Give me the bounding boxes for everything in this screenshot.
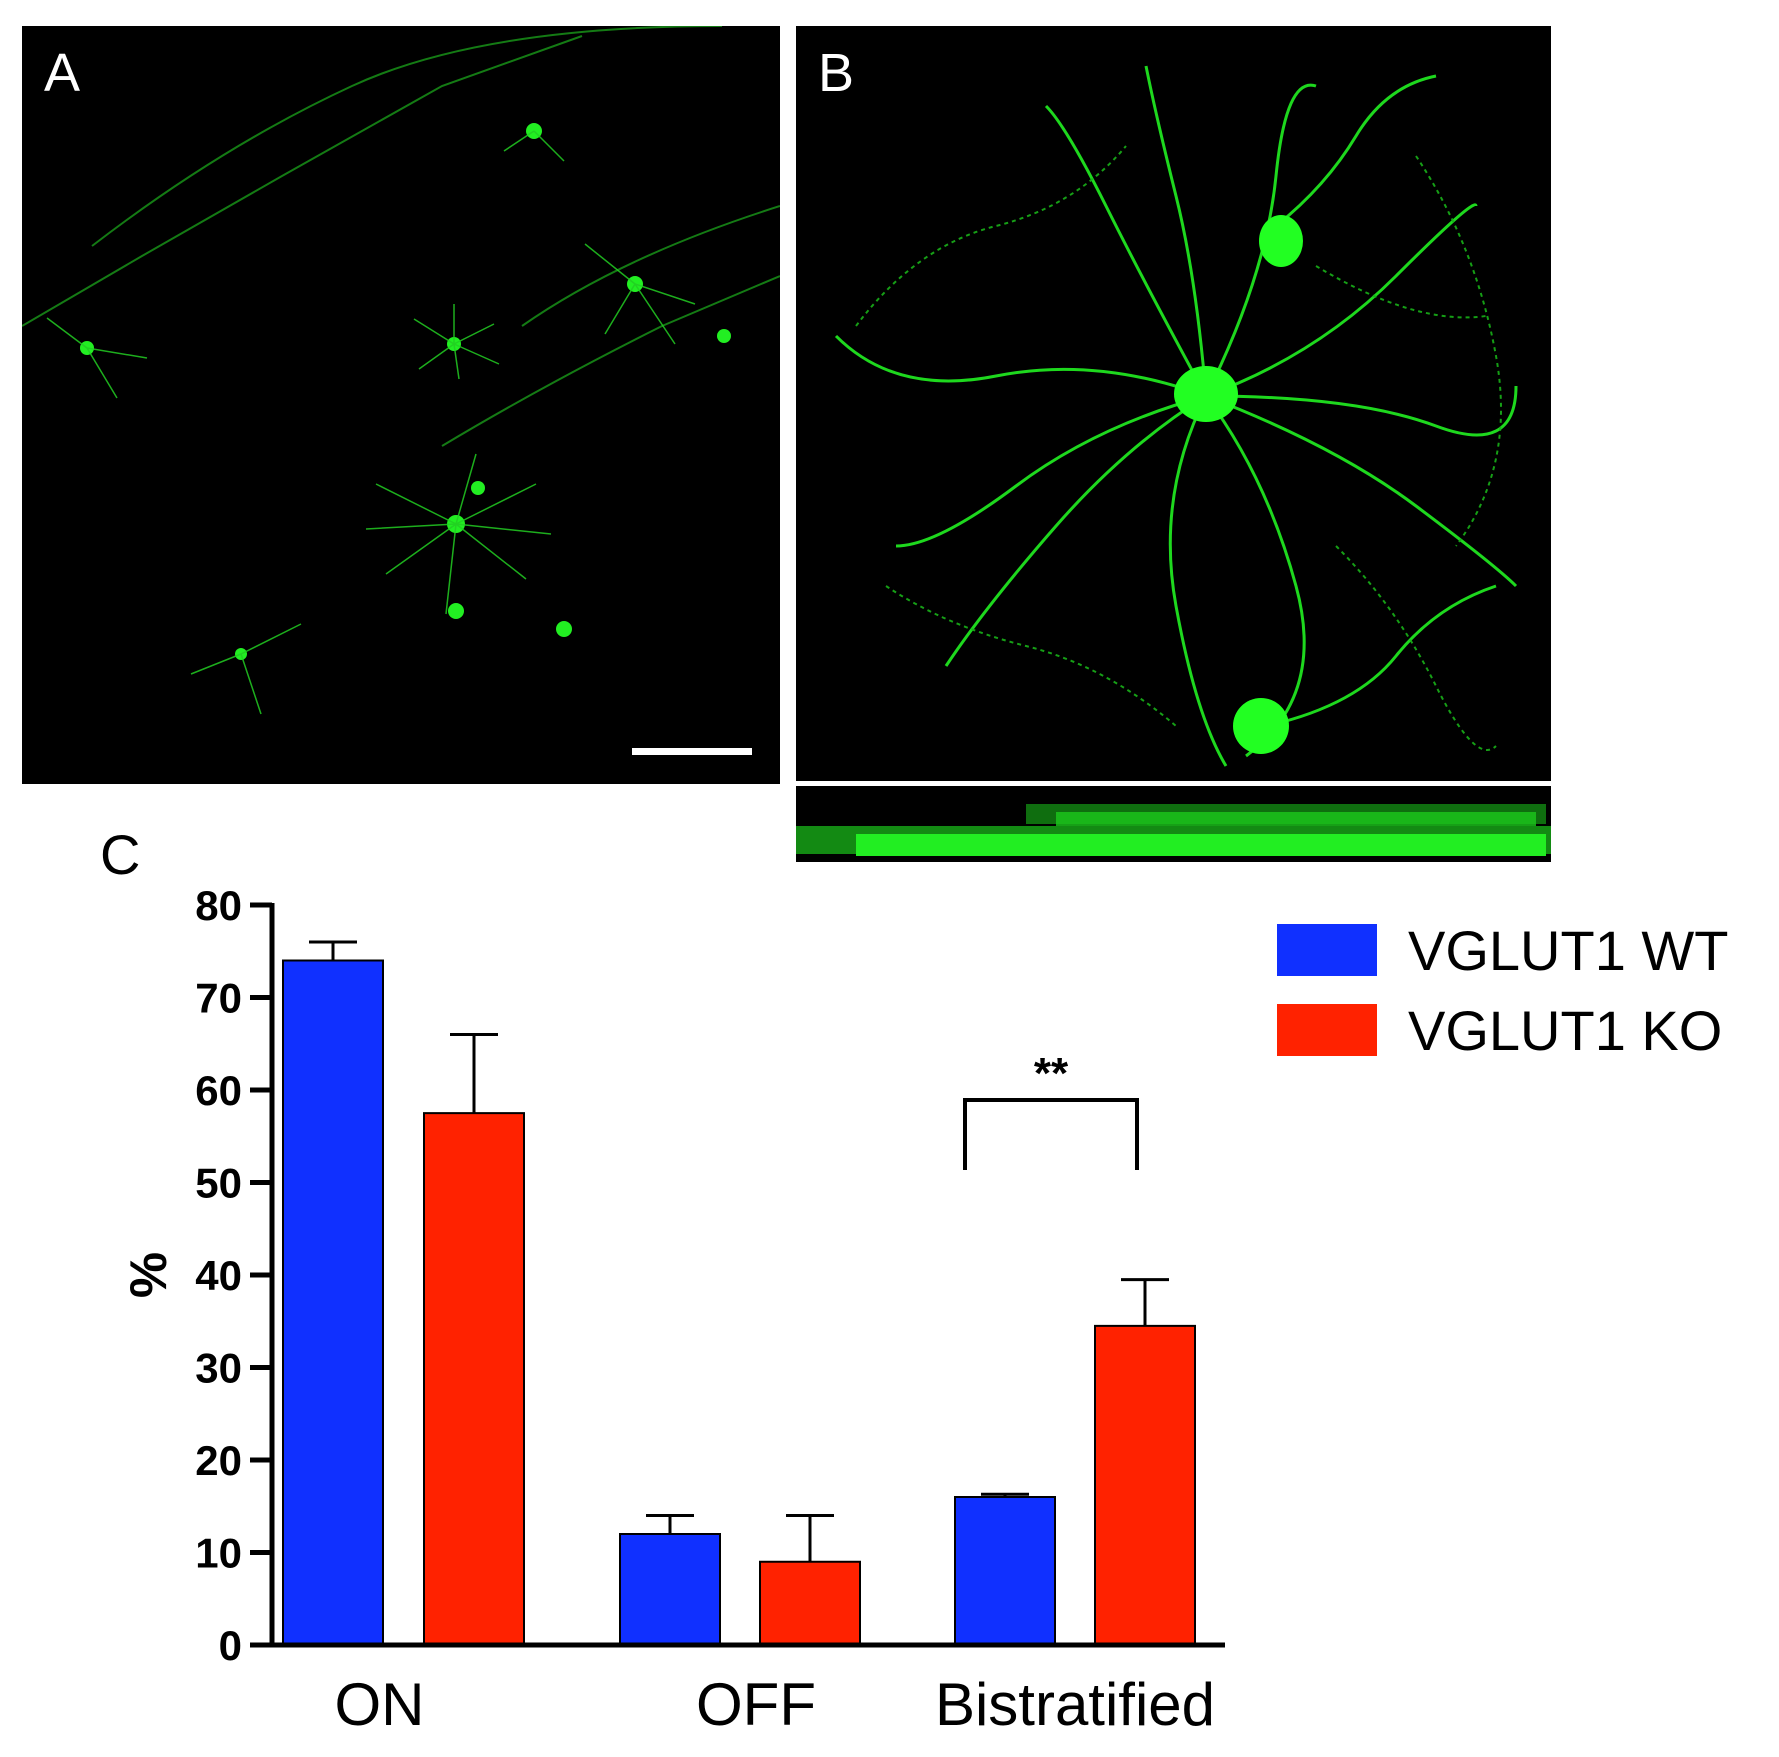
legend-swatch-ko xyxy=(1277,1004,1377,1056)
x-tick-label: Bistratified xyxy=(935,1671,1215,1738)
y-tick-label: 80 xyxy=(195,882,242,929)
panel-b-side-view xyxy=(796,786,1551,862)
bars xyxy=(282,940,1196,1646)
y-tick-label: 0 xyxy=(219,1622,242,1669)
bar-ko-bistratified xyxy=(1094,1324,1196,1646)
y-axis-label: % xyxy=(120,1252,178,1298)
y-tick-label: 70 xyxy=(195,975,242,1022)
panel-a-cells xyxy=(22,26,780,755)
legend: VGLUT1 WT VGLUT1 KO xyxy=(1277,919,1728,1062)
legend-label-wt: VGLUT1 WT xyxy=(1408,919,1728,982)
scale-bar xyxy=(632,748,752,755)
panel-b-cells xyxy=(834,65,1518,767)
x-tick-label: OFF xyxy=(696,1671,816,1738)
y-tick-label: 20 xyxy=(195,1437,242,1484)
significance-bracket xyxy=(963,1098,1139,1170)
y-tick-label: 10 xyxy=(195,1530,242,1577)
y-tick-label: 40 xyxy=(195,1252,242,1299)
panel-a-letter: A xyxy=(44,43,81,103)
y-tick-label: 60 xyxy=(195,1067,242,1114)
panel-b-letter: B xyxy=(818,43,855,103)
bar-ko-on xyxy=(423,1112,525,1646)
panel-c-letter: C xyxy=(100,823,141,886)
bar-wt-off xyxy=(619,1533,721,1646)
y-axis: 0 10 20 30 40 50 60 70 80% xyxy=(120,882,275,1669)
y-tick-label: 50 xyxy=(195,1160,242,1207)
panel-a-micrograph: A xyxy=(22,26,780,784)
y-tick-label: 30 xyxy=(195,1345,242,1392)
panel-b-side-view-signal xyxy=(796,804,1551,856)
legend-swatch-wt xyxy=(1277,924,1377,976)
bar-ko-off xyxy=(759,1560,861,1646)
panel-b-micrograph: B xyxy=(796,26,1551,781)
significance-annotation: ** xyxy=(963,1049,1139,1170)
x-tick-label: ON xyxy=(335,1671,425,1738)
x-axis: ON OFF Bistratified xyxy=(270,1642,1225,1738)
legend-label-ko: VGLUT1 KO xyxy=(1408,999,1722,1062)
bar-wt-on xyxy=(282,959,384,1646)
bar-wt-bistratified xyxy=(954,1496,1056,1646)
significance-stars: ** xyxy=(1034,1049,1069,1098)
